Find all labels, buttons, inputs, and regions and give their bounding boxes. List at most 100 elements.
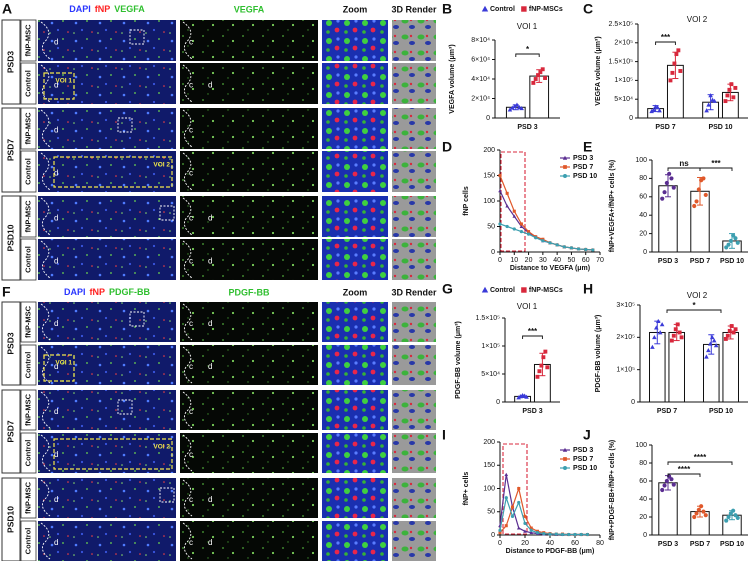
data-point bbox=[533, 77, 538, 81]
stain-label: fNP bbox=[95, 4, 111, 14]
data-point bbox=[519, 229, 524, 234]
data-point bbox=[576, 247, 581, 251]
column-title: 3D Render bbox=[391, 4, 437, 14]
group-label: PSD3 bbox=[5, 51, 15, 73]
x-tick-label: 60 bbox=[582, 257, 590, 264]
data-point bbox=[725, 333, 730, 338]
data-point bbox=[657, 108, 662, 113]
chart-title: VOI 2 bbox=[687, 291, 708, 300]
data-point bbox=[573, 532, 577, 537]
chart-title: VOI 1 bbox=[517, 22, 538, 31]
region-tag: d bbox=[208, 81, 212, 90]
data-point bbox=[735, 240, 740, 245]
legend-marker bbox=[563, 457, 567, 461]
data-point bbox=[534, 236, 538, 240]
y-tick-label: 1.5×10⁵ bbox=[475, 315, 500, 322]
stain-label: fNP bbox=[90, 287, 106, 297]
tissue-outline bbox=[40, 434, 51, 472]
legend-label: PSD 10 bbox=[573, 465, 597, 472]
tissue-outline bbox=[40, 391, 51, 429]
data-point bbox=[662, 190, 667, 195]
region-tag: d bbox=[54, 495, 58, 504]
micrograph bbox=[392, 302, 436, 342]
data-point bbox=[519, 224, 524, 228]
micrograph bbox=[180, 345, 318, 385]
data-point bbox=[519, 222, 523, 226]
data-point bbox=[548, 241, 552, 245]
bar bbox=[668, 331, 685, 403]
data-point bbox=[504, 524, 508, 528]
data-point bbox=[669, 176, 674, 181]
x-tick-label: 50 bbox=[568, 257, 576, 264]
y-axis-label: fNP+ cells bbox=[463, 472, 470, 506]
legend-marker bbox=[562, 155, 568, 160]
significance-bracket bbox=[522, 335, 543, 339]
zoom-box bbox=[117, 399, 133, 415]
significance-bracket bbox=[515, 53, 540, 57]
x-tick-label: 40 bbox=[546, 540, 554, 547]
x-tick-label: 20 bbox=[525, 257, 533, 264]
row-label: fNP-MSC bbox=[23, 112, 32, 145]
y-axis-label: PDGF-BB volume (μm³) bbox=[595, 315, 602, 393]
y-tick-label: 20 bbox=[639, 514, 647, 521]
tissue-outline bbox=[40, 346, 51, 384]
micrograph bbox=[38, 345, 176, 385]
y-tick-label: 150 bbox=[483, 462, 495, 469]
micrograph bbox=[180, 151, 318, 192]
zoom-box bbox=[129, 311, 145, 327]
micrograph bbox=[392, 20, 436, 61]
micrograph bbox=[180, 196, 318, 237]
y-axis-label: VEGFA volume (μm³) bbox=[449, 44, 456, 113]
data-point bbox=[724, 518, 729, 523]
row-label: fNP-MSC bbox=[23, 393, 32, 426]
zoom-box bbox=[129, 29, 145, 45]
significance-label: **** bbox=[694, 453, 707, 462]
row-box bbox=[20, 477, 37, 519]
tissue-outline bbox=[182, 522, 193, 560]
x-tick-label: PSD 3 bbox=[658, 541, 678, 548]
micrograph bbox=[38, 20, 176, 61]
legend-marker bbox=[481, 5, 489, 12]
column-title: Zoom bbox=[343, 287, 368, 297]
zoom-box bbox=[159, 487, 175, 503]
data-point bbox=[512, 104, 517, 109]
stain-label: DAPI bbox=[69, 4, 91, 14]
data-point bbox=[512, 209, 516, 213]
data-point bbox=[704, 108, 709, 113]
x-tick-label: PSD 3 bbox=[658, 258, 678, 265]
region-tag: c bbox=[189, 362, 193, 371]
significance-label: ns bbox=[679, 159, 689, 168]
voi-label: VOI 2 bbox=[153, 162, 170, 169]
tissue-outline bbox=[182, 152, 193, 191]
data-point bbox=[545, 365, 550, 370]
voi-box bbox=[53, 438, 173, 470]
data-point bbox=[519, 105, 524, 111]
y-tick-label: 0 bbox=[643, 249, 647, 256]
legend-marker bbox=[481, 286, 489, 293]
data-point bbox=[655, 105, 660, 110]
data-point bbox=[709, 335, 715, 340]
legend-label: PSD 3 bbox=[573, 447, 593, 454]
group-label: PSD7 bbox=[5, 139, 15, 161]
region-tag: c bbox=[189, 407, 193, 416]
voi-box bbox=[53, 156, 173, 188]
micrograph bbox=[322, 108, 388, 149]
data-point bbox=[505, 191, 509, 195]
data-point bbox=[526, 232, 531, 236]
group-box bbox=[1, 195, 21, 281]
data-point bbox=[543, 76, 548, 80]
data-point bbox=[731, 330, 736, 335]
data-point bbox=[541, 239, 545, 243]
region-tag: d bbox=[208, 538, 212, 547]
data-point bbox=[670, 70, 675, 75]
column-title: 3D Render bbox=[391, 287, 437, 297]
stain-label: DAPI bbox=[64, 287, 86, 297]
micrograph bbox=[322, 302, 388, 342]
y-tick-label: 40 bbox=[639, 212, 647, 219]
micrograph bbox=[322, 478, 388, 518]
data-point bbox=[657, 330, 663, 335]
data-point bbox=[652, 335, 657, 340]
data-point bbox=[509, 105, 515, 110]
row-label: fNP-MSC bbox=[23, 200, 32, 233]
